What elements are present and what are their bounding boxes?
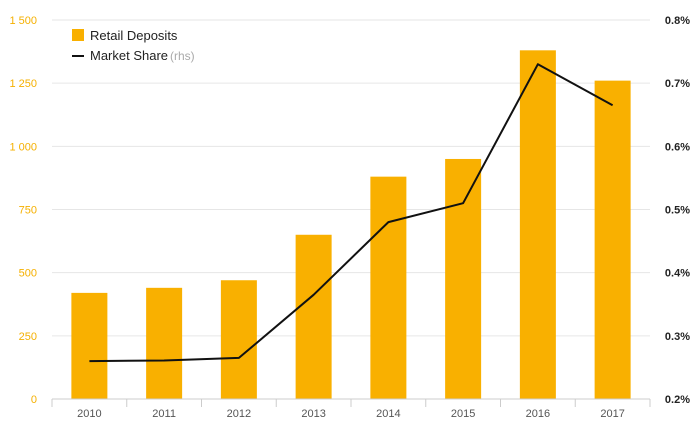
x-tick-label: 2012 — [227, 408, 251, 420]
y-left-tick-label: 750 — [19, 205, 37, 217]
market-share-line — [89, 63, 614, 363]
bar — [71, 292, 108, 399]
y-left-tick-label: 1 250 — [9, 78, 37, 90]
bar — [220, 280, 257, 399]
y-right-tick-label: 0.8% — [665, 15, 690, 27]
legend-label-retail-deposits: Retail Deposits — [90, 28, 178, 43]
axes: 0 250 500 750 1 000 1 250 1 500 0.2% 0.3% 0.4% 0.5… — [9, 15, 690, 420]
bar — [146, 287, 183, 399]
grid-lines — [52, 19, 650, 337]
y-right-tick-label: 0.6% — [665, 141, 690, 153]
y-left-tick-label: 250 — [19, 331, 37, 343]
x-tick-label: 2010 — [77, 408, 101, 420]
y-left-tick-label: 1 000 — [9, 141, 37, 153]
x-tick-label: 2015 — [451, 408, 475, 420]
bar — [370, 176, 407, 399]
y-left-tick-label: 1 500 — [9, 15, 37, 27]
bar-series — [71, 50, 631, 399]
y-right-tick-label: 0.7% — [665, 78, 690, 90]
bar — [295, 234, 332, 399]
x-tick-label: 2011 — [152, 408, 176, 420]
y-right-tick-label: 0.5% — [665, 205, 690, 217]
x-tick-label: 2013 — [301, 408, 325, 420]
line-series — [89, 63, 614, 363]
legend-swatch-retail-deposits — [72, 29, 84, 41]
y-left-tick-label: 500 — [19, 268, 37, 280]
x-tick-label: 2014 — [376, 408, 400, 420]
legend: Retail Deposits Market Share (rhs) — [72, 28, 195, 63]
bar — [594, 80, 631, 399]
y-right-tick-label: 0.3% — [665, 331, 690, 343]
x-tick-label: 2016 — [526, 408, 550, 420]
bar — [445, 158, 482, 399]
legend-label-rhs: (rhs) — [170, 49, 195, 63]
y-right-tick-label: 0.2% — [665, 394, 690, 406]
y-left-tick-label: 0 — [31, 394, 37, 406]
legend-label-market-share: Market Share — [90, 48, 168, 63]
bar — [519, 50, 556, 399]
y-right-tick-label: 0.4% — [665, 268, 690, 280]
x-tick-label: 2017 — [600, 408, 624, 420]
